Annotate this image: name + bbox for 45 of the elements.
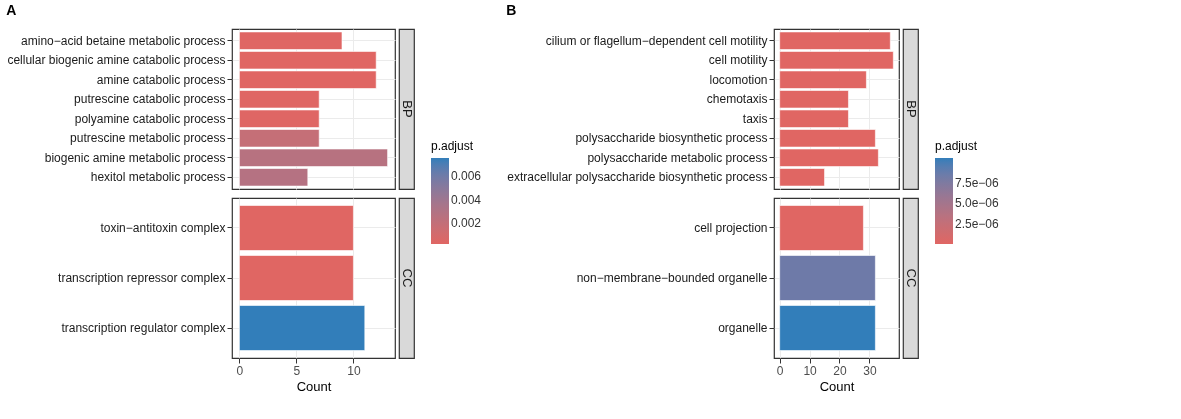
color-bar-title: p.adjust [431,139,474,153]
y-tick-label: extracellular polysaccharide biosynthetic process [507,170,768,185]
y-tick-label: organelle [718,321,768,335]
y-tick-label: transcription repressor complex [58,271,226,285]
text: BP [903,100,919,118]
x-tick-label: 10 [803,363,818,378]
text: B [506,2,517,19]
y-tick-label: taxis [742,111,768,126]
y-tick-label: polysaccharide biosynthetic process [575,131,768,146]
color-bar-label: 5.0e−06 [955,196,1000,211]
color-bar-title: p.adjust [935,139,978,153]
x-tick-label: 0 [236,363,244,378]
text: BP [399,100,415,118]
y-tick-label: toxin−antitoxin complex [100,221,226,235]
y-tick-label: amine catabolic process [96,72,226,87]
x-tick-label: 10 [347,363,361,378]
y-tick-label: hexitol metabolic process [90,170,226,185]
color-bar-label: 7.5e−06 [955,176,1000,191]
y-tick-label: amino−acid betaine metabolic process [21,33,226,48]
color-bar-label: 0.006 [451,168,482,183]
color-bar-label: 0.002 [451,216,482,231]
x-axis-title: Count [819,378,855,394]
color-bar-label: 2.5e−06 [955,216,1000,231]
y-tick-label: transcription regulator complex [61,321,226,335]
y-tick-label: putrescine catabolic process [74,92,226,107]
y-tick-label: cell projection [694,221,768,235]
x-tick-label: 0 [776,363,784,378]
y-tick-label: non−membrane−bounded organelle [576,271,768,285]
x-axis-title: Count [296,378,332,394]
y-tick-label: locomotion [709,72,768,87]
y-tick-label: cell motility [708,53,768,68]
y-tick-label: chemotaxis [706,92,768,107]
text: CC [399,268,415,288]
text: A [6,2,17,19]
color-bar-label: 0.004 [451,192,482,207]
y-tick-label: biogenic amine metabolic process [44,150,226,165]
y-tick-label: polysaccharide metabolic process [587,150,768,165]
x-tick-label: 30 [863,363,877,378]
text: CC [903,268,919,288]
x-tick-label: 20 [833,363,847,378]
x-tick-label: 5 [293,363,301,378]
y-tick-label: cilium or flagellum−dependent cell motility [545,33,768,48]
y-tick-label: putrescine metabolic process [70,131,226,146]
y-tick-label: polyamine catabolic process [74,111,226,126]
y-tick-label: cellular biogenic amine catabolic process [7,53,226,68]
